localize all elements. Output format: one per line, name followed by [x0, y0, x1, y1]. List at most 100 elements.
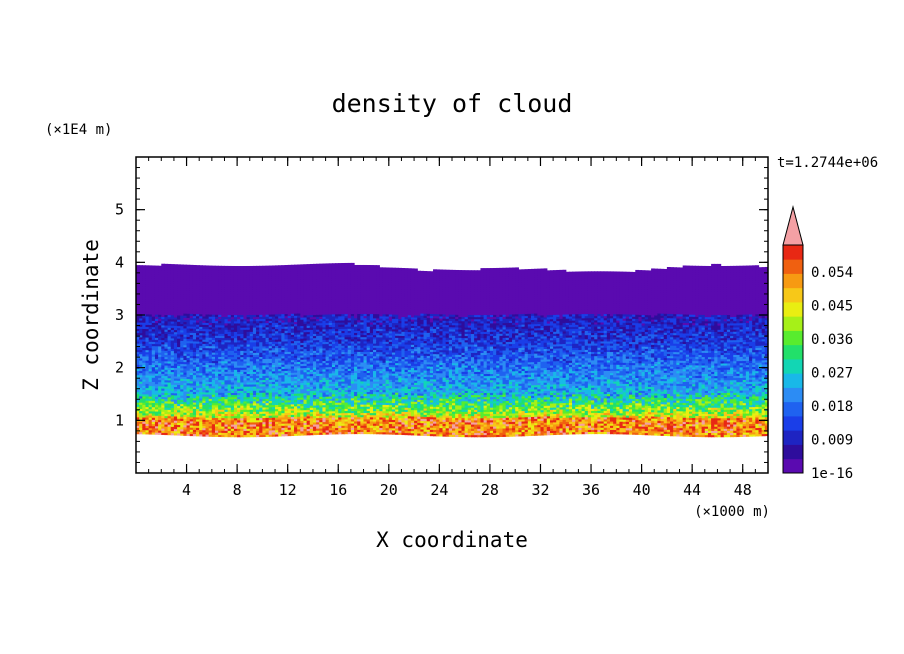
heatmap-cell [199, 387, 203, 391]
heatmap-cell [158, 307, 162, 311]
heatmap-cell [177, 363, 181, 367]
heatmap-cell [154, 271, 159, 275]
heatmap-cell [145, 376, 150, 380]
heatmap-cell [180, 342, 184, 346]
heatmap-cell [189, 365, 194, 369]
heatmap-cell [189, 368, 194, 371]
heatmap-cell [221, 299, 226, 303]
heatmap-cell [180, 411, 184, 415]
heatmap-cell [218, 404, 222, 408]
heatmap-cell [202, 341, 207, 344]
heatmap-cell [189, 269, 194, 272]
heatmap-cell [224, 398, 229, 402]
heatmap-cell [145, 383, 150, 386]
heatmap-cell [186, 361, 191, 365]
heatmap-cell [139, 284, 143, 287]
heatmap-cell [173, 373, 178, 377]
heatmap-cell [161, 396, 166, 400]
heatmap-cell [158, 290, 162, 294]
heatmap-cell [224, 428, 229, 431]
heatmap-cell [183, 386, 188, 390]
heatmap-cell [224, 335, 229, 339]
heatmap-cell [180, 414, 184, 417]
heatmap-cell [221, 295, 226, 299]
heatmap-cell [208, 429, 213, 433]
heatmap-cell [145, 324, 150, 328]
heatmap-cell [158, 276, 162, 279]
heatmap-cell [151, 309, 156, 313]
heatmap-cell [192, 275, 197, 279]
heatmap-cell [211, 265, 216, 269]
heatmap-cell [158, 303, 162, 307]
heatmap-cell [186, 292, 191, 295]
heatmap-cell [151, 349, 156, 353]
heatmap-cell [139, 267, 143, 270]
heatmap-cell [205, 288, 210, 292]
heatmap-cell [205, 400, 210, 403]
heatmap-cell [180, 422, 184, 426]
heatmap-cell [208, 402, 213, 406]
heatmap-cell [199, 288, 203, 292]
heatmap-cell [202, 414, 207, 418]
heatmap-cell [218, 402, 222, 406]
heatmap-cell [170, 350, 175, 354]
heatmap-cell [164, 421, 169, 425]
heatmap-cell [192, 334, 197, 338]
heatmap-cell [205, 345, 210, 349]
heatmap-cell [186, 327, 191, 331]
heatmap-cell [211, 345, 216, 349]
heatmap-cell [164, 316, 169, 320]
heatmap-cell [139, 395, 143, 399]
heatmap-cell [183, 365, 188, 369]
heatmap-cell [142, 349, 147, 353]
heatmap-cell [177, 266, 181, 270]
heatmap-cell [158, 364, 162, 368]
heatmap-cell [205, 299, 210, 302]
heatmap-cell [136, 330, 140, 334]
heatmap-cell [170, 352, 175, 356]
heatmap-cell [173, 304, 178, 307]
heatmap-cell [151, 396, 156, 399]
heatmap-cell [167, 371, 172, 375]
heatmap-cell [173, 340, 178, 343]
heatmap-cell [183, 279, 188, 283]
heatmap-cell [151, 267, 156, 271]
heatmap-cell [136, 279, 140, 283]
heatmap-cell [192, 342, 197, 346]
heatmap-cell [148, 368, 153, 372]
heatmap-cell [164, 413, 169, 417]
heatmap-cell [154, 404, 159, 408]
heatmap-cell [148, 377, 153, 380]
heatmap-cell [215, 381, 219, 385]
heatmap-cell [215, 274, 219, 277]
heatmap-cell [202, 427, 207, 431]
heatmap-cell [170, 318, 175, 322]
heatmap-cell [173, 424, 178, 428]
heatmap-cell [148, 427, 153, 431]
heatmap-cell [139, 303, 143, 306]
heatmap-cell [136, 290, 140, 294]
heatmap-cell [202, 299, 207, 302]
heatmap-cell [136, 399, 140, 403]
heatmap-cell [183, 361, 188, 365]
heatmap-cell [173, 394, 178, 398]
heatmap-cell [139, 322, 143, 325]
heatmap-cell [177, 407, 181, 411]
heatmap-cell [142, 294, 147, 298]
heatmap-cell [180, 371, 184, 375]
heatmap-cell [142, 347, 147, 351]
heatmap-cell [180, 392, 184, 396]
heatmap-cell [170, 337, 175, 341]
heatmap-cell [192, 427, 197, 430]
heatmap-cell [158, 272, 162, 275]
heatmap-cell [170, 401, 175, 404]
heatmap-cell [221, 423, 226, 427]
heatmap-cell [161, 293, 166, 296]
heatmap-cell [196, 362, 200, 365]
heatmap-cell [205, 286, 210, 290]
heatmap-cell [202, 423, 207, 427]
heatmap-cell [170, 386, 175, 389]
heatmap-cell [148, 389, 153, 393]
heatmap-cell [180, 355, 184, 358]
heatmap-cell [151, 368, 156, 372]
